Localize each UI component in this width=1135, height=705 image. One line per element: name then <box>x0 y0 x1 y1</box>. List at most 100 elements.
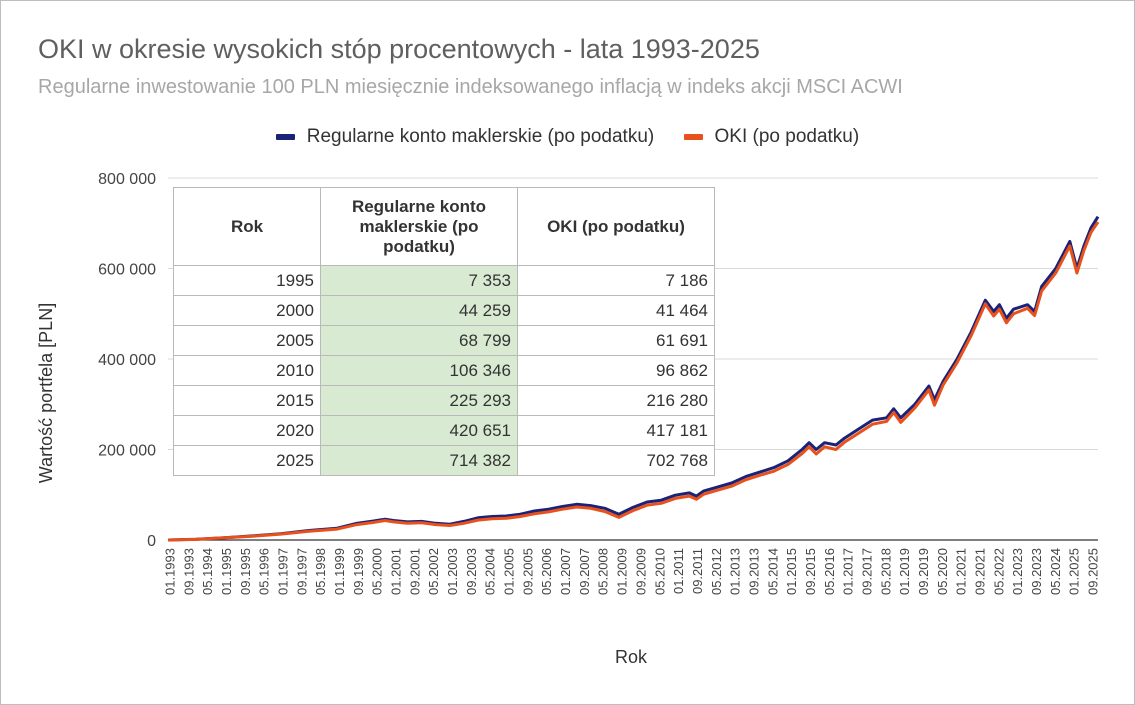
x-tick-label: 01.2015 <box>784 548 799 595</box>
y-tick-label: 800 000 <box>98 171 156 188</box>
x-axis-title: Rok <box>615 647 648 667</box>
x-tick-label: 09.2025 <box>1086 548 1101 595</box>
x-tick-label: 01.2009 <box>615 548 630 595</box>
chart-subtitle: Regularne inwestowanie 100 PLN miesięczn… <box>38 76 903 98</box>
table-cell-brokerage: 420 651 <box>320 415 518 446</box>
x-tick-label: 09.2001 <box>407 548 422 595</box>
table-cell-brokerage: 7 353 <box>320 265 518 296</box>
chart-title: OKI w okresie wysokich stóp procentowych… <box>38 34 760 64</box>
x-tick-label: 01.1993 <box>163 548 178 595</box>
table-cell-year: 2000 <box>173 295 321 326</box>
table-cell-oki: 7 186 <box>517 265 715 296</box>
x-tick-label: 09.2011 <box>690 548 705 594</box>
x-tick-label: 05.1994 <box>200 548 215 595</box>
table-cell-brokerage: 106 346 <box>320 355 518 386</box>
table-header-oki: OKI (po podatku) <box>517 187 715 266</box>
y-tick-label: 400 000 <box>98 352 156 369</box>
table-row: 2010 106 346 96 862 <box>173 355 715 386</box>
series-lines <box>167 215 1100 542</box>
legend: Regularne konto maklerskie (po podatku) … <box>0 124 1135 148</box>
table-cell-oki: 96 862 <box>517 355 715 386</box>
x-tick-label: 09.2015 <box>803 548 818 595</box>
legend-label-series2: OKI (po podatku) <box>714 126 860 147</box>
x-tick-label: 01.1999 <box>332 548 347 595</box>
x-tick-label: 09.2023 <box>1029 548 1044 595</box>
x-tick-label: 09.2005 <box>520 548 535 595</box>
x-tick-label: 05.2024 <box>1048 548 1063 595</box>
table-cell-brokerage: 225 293 <box>320 385 518 416</box>
x-tick-label: 09.2013 <box>746 548 761 595</box>
summary-table: Rok Regularne konto maklerskie (po podat… <box>173 187 715 476</box>
x-tick-label: 05.2010 <box>652 548 667 595</box>
table-cell-oki: 702 768 <box>517 445 715 476</box>
x-tick-label: 01.2007 <box>558 548 573 595</box>
x-tick-label: 05.2016 <box>822 548 837 595</box>
legend-label-series1: Regularne konto maklerskie (po podatku) <box>306 126 655 147</box>
x-tick-label: 09.2021 <box>973 548 988 595</box>
x-tick-label: 01.2013 <box>728 548 743 595</box>
x-tick-label: 05.2012 <box>709 548 724 595</box>
table-row: 2025 714 382 702 768 <box>173 445 715 476</box>
x-axis-ticks: 01.1993 09.1993 05.1994 01.1995 09.1995 05.19… <box>163 548 1101 595</box>
series-line-oki <box>167 221 1100 542</box>
x-tick-label: 01.1997 <box>276 548 291 595</box>
y-tick-label: 0 <box>147 533 156 550</box>
x-tick-label: 01.2025 <box>1067 548 1082 595</box>
table-row: 2005 68 799 61 691 <box>173 325 715 356</box>
table-cell-year: 2020 <box>173 415 321 446</box>
x-tick-label: 09.1999 <box>351 548 366 595</box>
legend-item-series1[interactable]: Regularne konto maklerskie (po podatku) <box>275 126 655 148</box>
table-cell-year: 2005 <box>173 325 321 356</box>
x-tick-label: 05.1998 <box>313 548 328 595</box>
table-header-brokerage: Regularne konto maklerskie (po podatku) <box>320 187 518 266</box>
table-header-year: Rok <box>173 187 321 266</box>
table-cell-oki: 41 464 <box>517 295 715 326</box>
x-tick-label: 05.2020 <box>935 548 950 595</box>
x-tick-label: 05.2000 <box>370 548 385 595</box>
x-tick-label: 09.2019 <box>916 548 931 595</box>
table-row: 2000 44 259 41 464 <box>173 295 715 326</box>
legend-swatch-series2 <box>683 134 703 140</box>
table-cell-brokerage: 44 259 <box>320 295 518 326</box>
x-tick-label: 09.2017 <box>860 548 875 595</box>
x-tick-label: 09.1997 <box>294 548 309 595</box>
x-tick-label: 01.2019 <box>897 548 912 595</box>
x-tick-label: 05.2018 <box>878 548 893 595</box>
x-tick-label: 09.1993 <box>181 548 196 595</box>
table-row: 2020 420 651 417 181 <box>173 415 715 446</box>
x-tick-label: 05.2022 <box>991 548 1006 595</box>
table-cell-year: 2025 <box>173 445 321 476</box>
x-tick-label: 01.2005 <box>502 548 517 595</box>
table-header-row: Rok Regularne konto maklerskie (po podat… <box>173 187 715 266</box>
x-tick-label: 01.2011 <box>671 548 686 594</box>
x-tick-label: 01.2017 <box>841 548 856 595</box>
table-cell-year: 2010 <box>173 355 321 386</box>
table-cell-oki: 216 280 <box>517 385 715 416</box>
table-cell-oki: 61 691 <box>517 325 715 356</box>
legend-swatch-series1 <box>275 134 295 140</box>
table-row: 1995 7 353 7 186 <box>173 265 715 296</box>
x-tick-label: 05.2014 <box>765 548 780 595</box>
x-tick-label: 09.2009 <box>633 548 648 595</box>
table-cell-oki: 417 181 <box>517 415 715 446</box>
legend-item-series2[interactable]: OKI (po podatku) <box>683 126 860 148</box>
x-tick-label: 01.1995 <box>219 548 234 595</box>
x-tick-label: 05.2004 <box>483 548 498 595</box>
table-cell-year: 2015 <box>173 385 321 416</box>
x-tick-label: 09.2007 <box>577 548 592 595</box>
y-tick-label: 600 000 <box>98 262 156 279</box>
x-tick-label: 09.2003 <box>464 548 479 595</box>
table-cell-year: 1995 <box>173 265 321 296</box>
x-tick-label: 01.2001 <box>389 548 404 595</box>
x-tick-label: 01.2023 <box>1010 548 1025 595</box>
x-tick-label: 05.2002 <box>426 548 441 595</box>
table-cell-brokerage: 714 382 <box>320 445 518 476</box>
x-tick-label: 01.2003 <box>445 548 460 595</box>
x-tick-label: 01.2021 <box>954 548 969 595</box>
table-cell-brokerage: 68 799 <box>320 325 518 356</box>
x-tick-label: 09.1995 <box>238 548 253 595</box>
table-row: 2015 225 293 216 280 <box>173 385 715 416</box>
y-axis-title: Wartość portfela [PLN] <box>36 303 56 483</box>
y-axis-ticks: 0 200 000 400 000 600 000 800 000 <box>98 171 156 550</box>
